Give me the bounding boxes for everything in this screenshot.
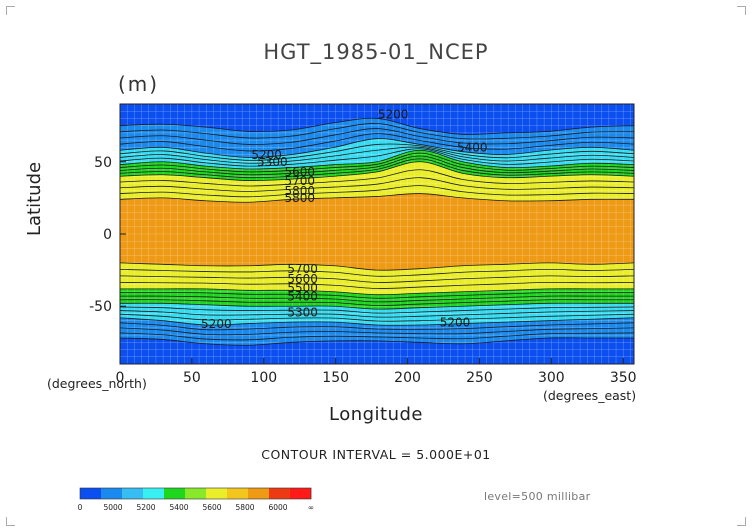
contour-north-interp xyxy=(119,152,635,173)
x-tick-label: 100 xyxy=(250,370,277,386)
contour-north-interp xyxy=(119,185,635,198)
units-label: (m) xyxy=(118,72,160,96)
contour-south-interp xyxy=(119,275,635,283)
crop-mark-top-left xyxy=(6,6,15,15)
colorbar-swatch xyxy=(269,488,291,499)
colorbar-swatch xyxy=(143,488,165,499)
contour-label: 5500 xyxy=(287,281,318,295)
contour-interval-text: CONTOUR INTERVAL = 5.000E+01 xyxy=(261,447,491,462)
contour-label: 5200 xyxy=(251,148,282,162)
contour-south-interp xyxy=(119,295,634,303)
contour-label: 5300 xyxy=(257,155,288,169)
contour-south-5000 xyxy=(119,337,634,346)
axes: 0 50 100 150 200 250 300 350 -50 0 50 xyxy=(89,103,637,386)
y-axis-unit: (degrees_north) xyxy=(47,376,147,391)
contour-south-interp xyxy=(119,313,635,322)
contour-north-interp xyxy=(119,177,635,192)
contour-north-interp xyxy=(119,169,635,187)
contour-south-5600 xyxy=(120,288,634,296)
x-tick-label: 200 xyxy=(394,370,421,386)
contour-north-interp xyxy=(119,158,635,179)
contour-south-interp xyxy=(119,322,635,331)
contour-label: 5300 xyxy=(287,305,318,319)
colorbar-swatch xyxy=(101,488,123,499)
colorbar-swatch xyxy=(248,488,270,499)
x-tick-label: 250 xyxy=(466,370,493,386)
contour-label: 5200 xyxy=(201,317,232,331)
band-south-below-5000 xyxy=(120,337,634,364)
contour-north-5600 xyxy=(119,161,635,181)
contour-label: 5800 xyxy=(284,191,315,205)
contour-north-interp xyxy=(119,155,635,176)
colorbar-swatch xyxy=(80,488,102,499)
level-text: level=500 millibar xyxy=(484,490,591,503)
contour-south-interp xyxy=(119,327,635,336)
contour-north-interp xyxy=(119,143,635,161)
contour-north-interp xyxy=(119,128,635,145)
colorbar-frame xyxy=(79,487,312,500)
contour-north-5000 xyxy=(119,117,635,135)
chart-title: HGT_1985-01_NCEP xyxy=(263,40,489,64)
x-tick-label: 300 xyxy=(538,370,565,386)
contour-north-5400 xyxy=(119,149,635,170)
contour-north-5200 xyxy=(119,138,635,158)
colorbar: 0 5000 5200 5400 5600 5800 6000 ∞ xyxy=(78,487,314,512)
contour-south-interp xyxy=(119,299,634,306)
contour-north-interp xyxy=(119,148,635,167)
colorbar-swatch xyxy=(290,488,312,499)
contour-south-interp xyxy=(119,291,634,299)
colorbar-swatch xyxy=(206,488,228,499)
contour-label: 5700 xyxy=(287,262,318,276)
contour-lines xyxy=(119,117,635,346)
contour-label: 5700 xyxy=(284,174,315,188)
x-axis-unit: (degrees_east) xyxy=(543,388,637,403)
contour-south-5800 xyxy=(119,262,635,271)
y-tick-label: 0 xyxy=(103,227,112,243)
colorbar-label: 5800 xyxy=(235,503,254,512)
colorbar-label: 5200 xyxy=(136,503,155,512)
contour-south-5200 xyxy=(119,317,635,326)
contour-north-interp xyxy=(119,133,635,152)
x-tick-label: 150 xyxy=(322,370,349,386)
contour-north-interp xyxy=(119,123,635,140)
colorbar-label: 0 xyxy=(78,503,83,512)
crop-mark-top-right xyxy=(737,6,746,15)
x-axis-label: Longitude xyxy=(328,404,424,425)
contour-north-interp xyxy=(119,146,635,164)
contour-label: 5600 xyxy=(287,272,318,286)
contour-label: 5200 xyxy=(440,315,471,329)
x-tick-label: 350 xyxy=(610,370,637,386)
contour-south-interp xyxy=(119,332,635,341)
contour-labels: 5200520054005300560057005800580057005600… xyxy=(201,107,487,330)
crop-mark-bottom-left xyxy=(6,517,15,526)
contour-label: 5400 xyxy=(287,289,318,303)
contour-label: 5200 xyxy=(378,107,409,121)
colorbar-label: 5400 xyxy=(169,503,188,512)
contour-south-interp xyxy=(119,281,635,289)
colorbar-label: 5000 xyxy=(103,503,122,512)
band-north-below-5000 xyxy=(120,104,634,135)
contour-south-5400 xyxy=(119,302,634,310)
colorbar-swatch xyxy=(185,488,207,499)
x-tick-label: 0 xyxy=(116,370,125,386)
contour-label: 5600 xyxy=(284,165,315,179)
y-tick-label: 50 xyxy=(94,155,112,171)
contour-south-interp xyxy=(119,306,635,314)
contour-south-interp xyxy=(119,268,635,277)
colorbar-swatch xyxy=(164,488,186,499)
colorbar-swatch xyxy=(227,488,249,499)
colorbar-label: ∞ xyxy=(308,503,314,512)
colorbar-swatch xyxy=(122,488,144,499)
x-tick-label: 50 xyxy=(183,370,201,386)
y-tick-label: -50 xyxy=(89,299,112,315)
contour-label: 5800 xyxy=(284,184,315,198)
contour-north-5800 xyxy=(119,193,635,203)
colorbar-label: 6000 xyxy=(268,503,287,512)
contour-south-interp xyxy=(119,310,635,318)
contour-label: 5400 xyxy=(457,141,488,155)
crop-mark-bottom-right xyxy=(737,517,746,526)
colorbar-label: 5600 xyxy=(202,503,221,512)
